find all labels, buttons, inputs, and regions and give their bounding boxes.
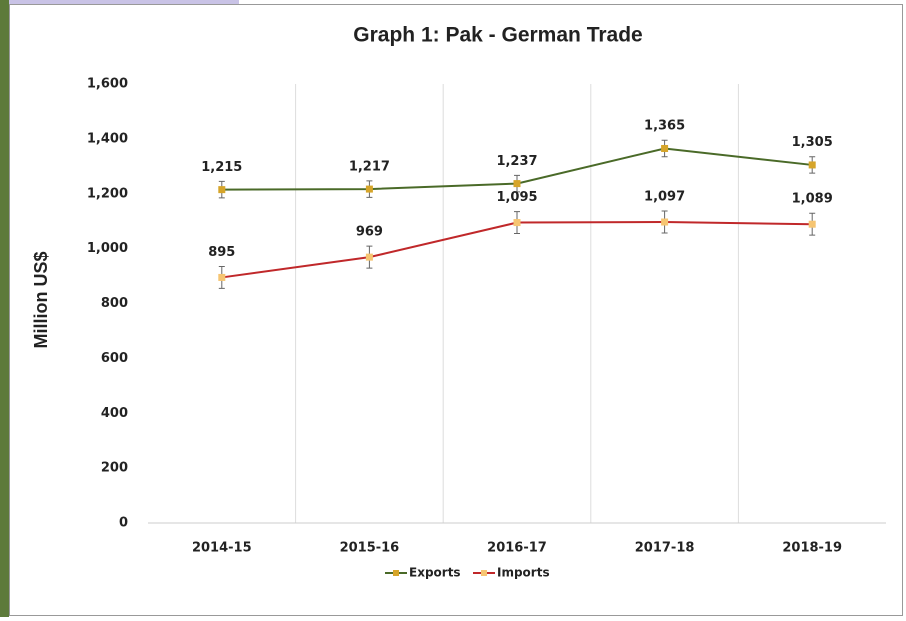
side-strip (0, 0, 9, 617)
chart: Graph 1: Pak - German Trade Million US$ … (0, 0, 906, 617)
data-label: 1,095 (496, 190, 537, 205)
point-marker (366, 186, 373, 193)
point-marker (366, 254, 373, 261)
data-label: 969 (356, 225, 383, 240)
legend-label: Imports (497, 566, 550, 580)
y-tick-label: 0 (119, 516, 128, 531)
data-label: 1,215 (201, 160, 242, 175)
y-tick-label: 1,400 (87, 131, 128, 146)
data-label: 1,097 (644, 190, 685, 205)
page: Graph 1: Pak - German Trade Million US$ … (0, 0, 906, 617)
data-label: 1,365 (644, 119, 685, 134)
legend-label: Exports (409, 566, 461, 580)
point-marker (218, 186, 225, 193)
data-label: 1,089 (792, 192, 833, 207)
y-axis-label: Million US$ (31, 251, 51, 348)
point-marker (514, 219, 521, 226)
top-strip (9, 0, 239, 4)
legend-marker (393, 570, 399, 576)
legend-marker (481, 570, 487, 576)
x-tick-label: 2015-16 (340, 541, 400, 556)
y-tick-label: 800 (101, 296, 128, 311)
data-label: 895 (208, 245, 235, 260)
point-marker (809, 161, 816, 168)
chart-frame (10, 5, 903, 616)
y-tick-label: 1,600 (87, 77, 128, 92)
y-tick-label: 600 (101, 351, 128, 366)
point-marker (661, 145, 668, 152)
y-tick-label: 400 (101, 406, 128, 421)
point-marker (514, 180, 521, 187)
y-tick-label: 200 (101, 461, 128, 476)
x-tick-label: 2017-18 (635, 541, 695, 556)
chart-title: Graph 1: Pak - German Trade (353, 24, 642, 47)
point-marker (218, 274, 225, 281)
point-marker (809, 221, 816, 228)
data-label: 1,237 (496, 154, 537, 169)
x-tick-label: 2016-17 (487, 541, 547, 556)
x-tick-label: 2018-19 (782, 541, 842, 556)
x-tick-label: 2014-15 (192, 541, 252, 556)
y-tick-label: 1,200 (87, 186, 128, 201)
point-marker (661, 219, 668, 226)
data-label: 1,305 (792, 135, 833, 150)
data-label: 1,217 (349, 159, 390, 174)
y-tick-label: 1,000 (87, 241, 128, 256)
